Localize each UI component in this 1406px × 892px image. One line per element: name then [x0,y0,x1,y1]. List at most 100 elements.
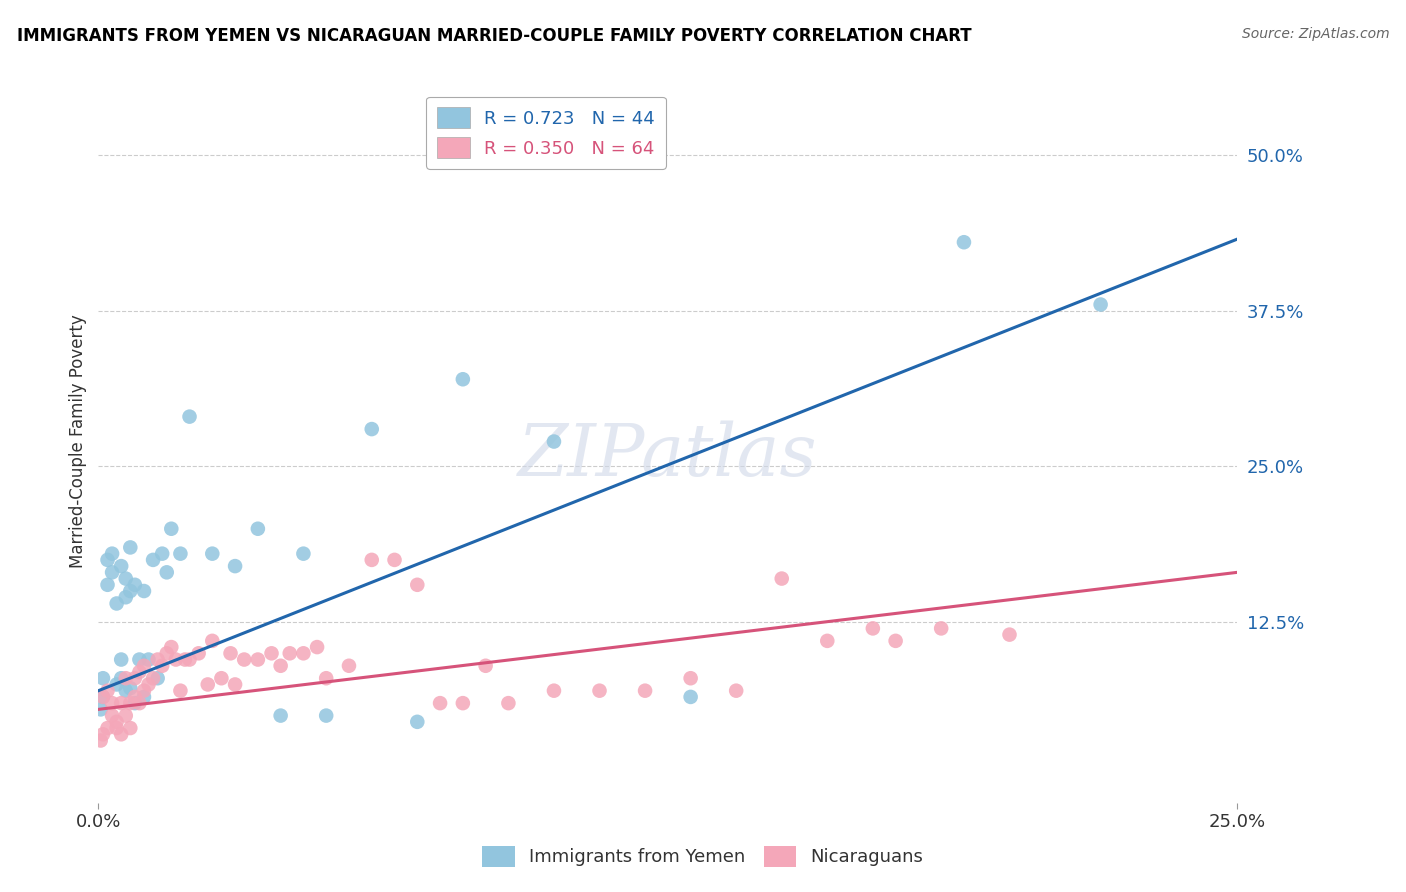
Point [91,690,114,704]
Point [246,652,269,666]
Point [165,652,187,666]
Point [679,671,702,685]
Point [474,658,496,673]
Point [110,727,132,741]
Point [169,683,191,698]
Point [142,553,165,567]
Point [406,714,429,729]
Point [101,566,124,580]
Point [114,572,136,586]
Point [105,721,128,735]
Point [815,633,838,648]
Point [1090,297,1112,311]
Point [128,652,150,666]
Point [246,522,269,536]
Point [209,671,232,685]
Point [96,553,118,567]
Point [862,621,884,635]
Point [233,652,256,666]
Point [120,696,142,710]
Point [953,235,976,250]
Point [101,708,124,723]
Point [128,665,150,679]
Point [260,646,283,660]
Point [588,683,610,698]
Point [105,677,128,691]
Point [429,696,451,710]
Point [679,690,702,704]
Point [169,547,191,561]
Point [224,677,246,691]
Point [120,721,142,735]
Point [307,640,329,654]
Point [132,584,155,599]
Point [105,714,128,729]
Point [96,683,118,698]
Point [384,553,406,567]
Point [90,733,112,747]
Point [197,677,219,691]
Point [91,690,114,704]
Point [543,434,565,449]
Point [110,652,132,666]
Point [124,690,146,704]
Point [120,584,142,599]
Point [146,671,169,685]
Point [124,578,146,592]
Legend: R = 0.723   N = 44, R = 0.350   N = 64: R = 0.723 N = 44, R = 0.350 N = 64 [426,96,665,169]
Point [179,409,201,424]
Point [156,646,179,660]
Point [110,559,132,574]
Point [146,652,169,666]
Point [120,681,142,696]
Point [96,578,118,592]
Point [105,597,128,611]
Point [101,696,124,710]
Point [91,727,114,741]
Point [90,702,112,716]
Point [132,683,155,698]
Point [451,696,474,710]
Point [770,572,793,586]
Point [998,627,1021,641]
Point [142,671,165,685]
Point [132,690,155,704]
Point [150,547,173,561]
Point [360,422,382,436]
Point [219,646,242,660]
Point [543,683,565,698]
Y-axis label: Married-Couple Family Poverty: Married-Couple Family Poverty [69,315,87,568]
Point [160,640,183,654]
Point [634,683,657,698]
Point [270,708,292,723]
Point [114,683,136,698]
Point [179,652,201,666]
Point [224,559,246,574]
Point [138,652,160,666]
Point [96,721,118,735]
Point [114,708,136,723]
Point [101,547,124,561]
Text: ZIPatlas: ZIPatlas [517,421,818,491]
Point [110,671,132,685]
Point [160,522,183,536]
Point [174,652,197,666]
Point [114,591,136,605]
Legend: Immigrants from Yemen, Nicaraguans: Immigrants from Yemen, Nicaraguans [475,838,931,874]
Point [315,708,337,723]
Point [498,696,520,710]
Point [406,578,429,592]
Point [187,646,209,660]
Point [292,646,315,660]
Point [360,553,382,567]
Point [110,696,132,710]
Point [138,677,160,691]
Point [270,658,292,673]
Point [929,621,952,635]
Text: IMMIGRANTS FROM YEMEN VS NICARAGUAN MARRIED-COUPLE FAMILY POVERTY CORRELATION CH: IMMIGRANTS FROM YEMEN VS NICARAGUAN MARR… [17,27,972,45]
Point [91,671,114,685]
Point [451,372,474,386]
Point [201,633,224,648]
Point [156,566,179,580]
Point [278,646,301,660]
